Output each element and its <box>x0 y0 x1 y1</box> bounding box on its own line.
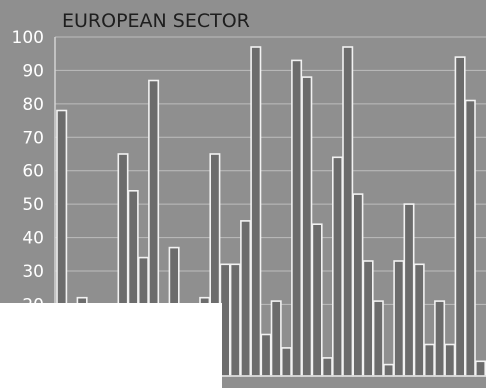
y-tick-label: 60 <box>22 162 44 182</box>
y-tick-label: 70 <box>22 128 44 148</box>
bar <box>270 300 282 377</box>
bar <box>301 76 313 377</box>
bar <box>454 56 466 377</box>
white-overlay-patch <box>0 303 222 388</box>
bar <box>250 46 262 377</box>
bar <box>321 357 333 377</box>
bar <box>474 360 486 377</box>
bar <box>403 203 415 377</box>
bar <box>240 220 252 377</box>
bar <box>383 363 395 377</box>
bar <box>444 343 456 377</box>
bar <box>229 263 241 377</box>
bar <box>291 59 303 377</box>
bar <box>260 333 272 377</box>
bar <box>331 156 343 377</box>
bar <box>413 263 425 377</box>
y-tick-label: 90 <box>22 61 44 81</box>
y-tick-label: 40 <box>22 229 44 249</box>
bar <box>342 46 354 377</box>
y-tick-label: 30 <box>22 262 44 282</box>
bar <box>434 300 446 377</box>
bar <box>280 347 292 377</box>
y-tick-label: 80 <box>22 95 44 115</box>
bar <box>362 260 374 377</box>
bar <box>372 300 384 377</box>
bar <box>464 99 476 377</box>
y-tick-label: 50 <box>22 195 44 215</box>
bar <box>311 223 323 377</box>
chart-title: EUROPEAN SECTOR <box>62 10 250 32</box>
bar <box>423 343 435 377</box>
bar <box>393 260 405 377</box>
bar <box>352 193 364 377</box>
y-tick-label: 100 <box>12 28 44 48</box>
y-axis-tick-labels: 1009080706050403020 <box>12 28 44 315</box>
